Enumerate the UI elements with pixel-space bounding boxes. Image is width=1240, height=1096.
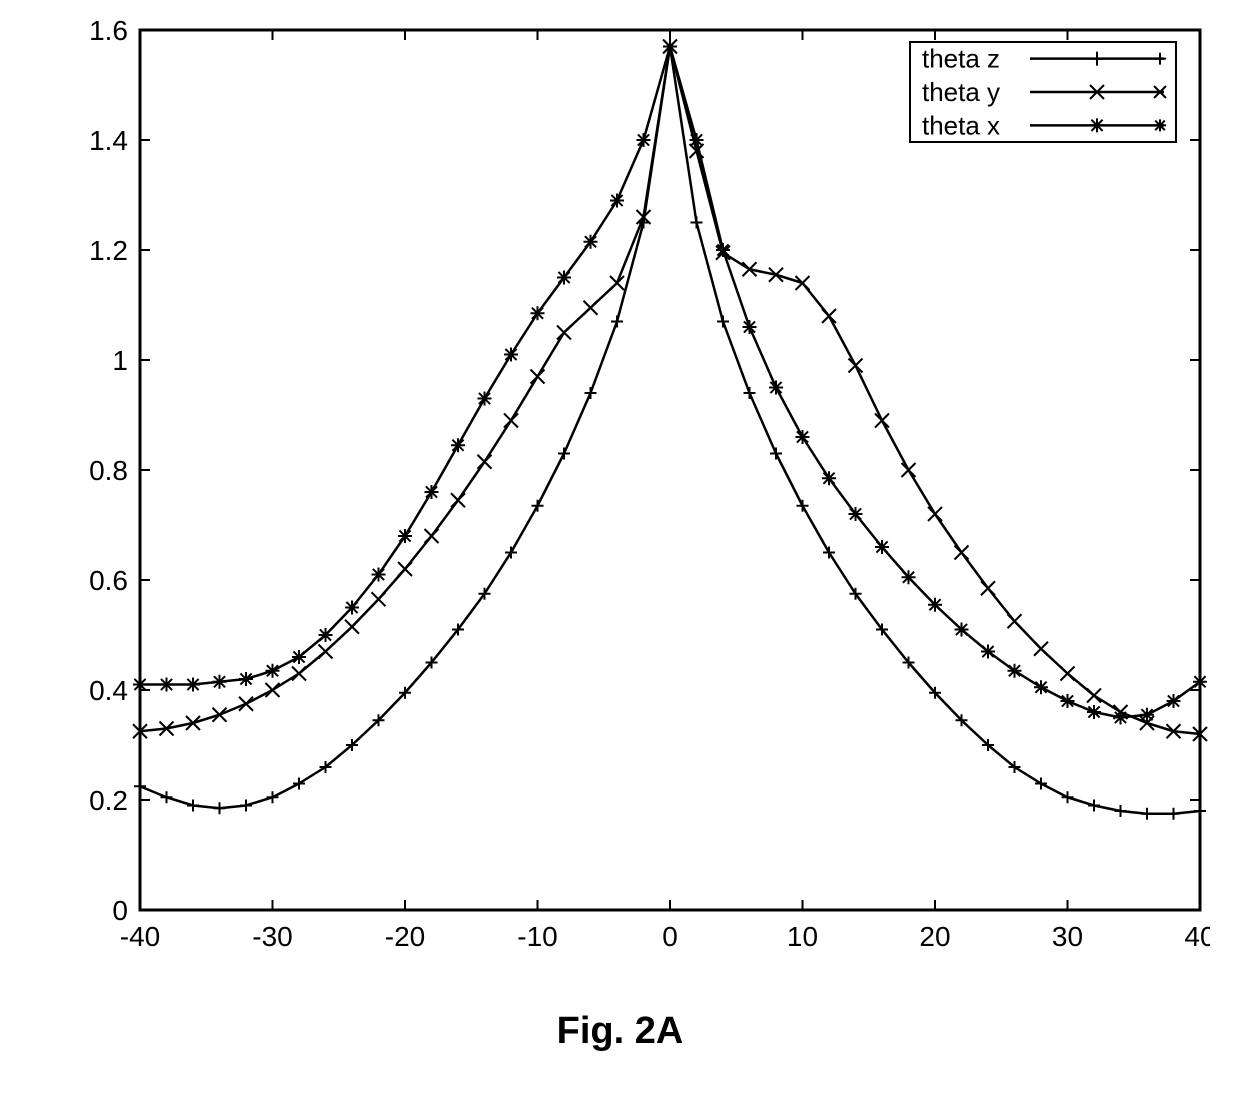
chart-svg: -40-30-20-1001020304000.20.40.60.811.21.… [30,20,1210,980]
legend-label: theta y [922,77,1000,107]
svg-text:1.6: 1.6 [89,20,128,46]
svg-text:1: 1 [112,345,128,376]
svg-text:10: 10 [787,921,818,952]
svg-text:0.8: 0.8 [89,455,128,486]
svg-text:-20: -20 [385,921,425,952]
svg-text:20: 20 [919,921,950,952]
series-theta_z [134,41,1206,820]
figure-caption: Fig. 2A [0,1010,1240,1053]
svg-text:1.4: 1.4 [89,125,128,156]
chart-container: -40-30-20-1001020304000.20.40.60.811.21.… [30,20,1210,985]
legend-label: theta z [922,44,1000,74]
svg-text:0: 0 [662,921,678,952]
legend: theta ztheta ytheta x [910,42,1176,142]
svg-text:30: 30 [1052,921,1083,952]
svg-text:0.6: 0.6 [89,565,128,596]
svg-text:0.2: 0.2 [89,785,128,816]
svg-text:-10: -10 [517,921,557,952]
svg-text:-30: -30 [252,921,292,952]
svg-text:1.2: 1.2 [89,235,128,266]
svg-text:40: 40 [1184,921,1210,952]
svg-text:0: 0 [112,895,128,926]
series-theta_y [133,40,1207,742]
legend-label: theta x [922,110,1000,140]
svg-text:0.4: 0.4 [89,675,128,706]
